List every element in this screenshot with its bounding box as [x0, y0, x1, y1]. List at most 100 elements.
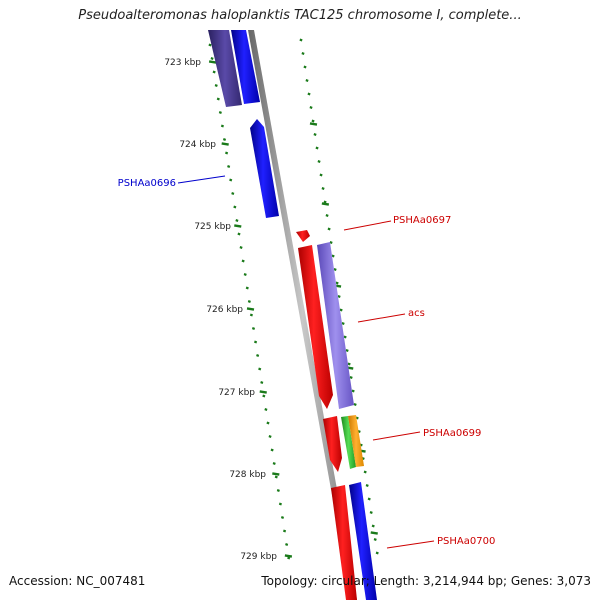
tick-dot	[239, 246, 243, 249]
tick-dot	[274, 475, 278, 479]
gene-red-large[interactable]	[298, 245, 333, 409]
tick-dot	[210, 57, 214, 60]
leader-acs	[357, 313, 406, 323]
tick-dot	[272, 462, 276, 465]
tick-dot	[331, 254, 335, 258]
gene-psha0697-fragment[interactable]	[296, 230, 310, 242]
tick-dot	[313, 133, 317, 136]
gene-label-psha0696[interactable]: PSHAa0696	[118, 178, 176, 189]
tick-dot	[367, 497, 371, 501]
tick-dot	[371, 524, 375, 528]
gene-label-acs[interactable]: acs	[408, 308, 425, 319]
leader-psha0696	[177, 175, 226, 184]
tick-dot	[337, 295, 341, 298]
gene-acs[interactable]	[317, 242, 354, 409]
tick-dot	[319, 173, 323, 177]
tick-dot	[237, 232, 241, 236]
tick-dot	[218, 111, 222, 114]
tick-dot	[349, 376, 353, 379]
tick-dot	[301, 52, 305, 55]
tick-major	[309, 122, 318, 126]
tick-dot	[351, 389, 355, 393]
tick-major	[272, 472, 280, 476]
tick-dot	[229, 178, 233, 182]
tick-dot	[260, 381, 264, 384]
tick-dot	[321, 187, 325, 190]
tick-dot	[212, 70, 216, 74]
tick-label: 728 kbp	[229, 470, 266, 480]
tick-dot	[225, 151, 229, 155]
leader-psha0700	[386, 540, 435, 549]
tick-dot	[287, 556, 291, 560]
tick-dot	[345, 349, 349, 352]
tick-major	[234, 224, 242, 228]
tick-dot	[375, 551, 379, 555]
gene-green[interactable]	[341, 416, 356, 469]
tick-major	[246, 307, 255, 311]
gene-orange[interactable]	[348, 415, 364, 467]
gene-red-bottom[interactable]	[331, 485, 357, 600]
gene-psha0696[interactable]	[250, 119, 279, 218]
tick-label: 726 kbp	[206, 305, 243, 315]
tick-dot	[251, 327, 256, 330]
tick-dot	[373, 538, 377, 541]
tick-major	[370, 531, 378, 535]
gene-label-psha0697[interactable]: PSHAa0697	[393, 215, 451, 226]
gene-red-small[interactable]	[323, 416, 342, 472]
tick-dot	[235, 219, 239, 222]
tick-label: 724 kbp	[179, 140, 216, 150]
tick-dot	[208, 43, 212, 47]
tick-dot	[216, 97, 220, 101]
tick-dot	[323, 200, 327, 204]
gene-label-psha0699[interactable]: PSHAa0699	[423, 428, 481, 439]
tick-dot	[339, 308, 343, 312]
tick-major	[284, 554, 293, 558]
tick-dot	[305, 79, 309, 82]
tick-dot	[329, 241, 333, 244]
tick-dot	[315, 146, 319, 150]
tick-dot	[341, 322, 345, 325]
tick-dot	[249, 313, 253, 317]
leader-psha0697	[343, 220, 392, 231]
tick-dot	[241, 259, 245, 263]
tick-dot	[299, 38, 303, 42]
tick-label: 723 kbp	[164, 58, 201, 68]
tick-dot	[280, 516, 285, 519]
tick-dot	[369, 511, 373, 514]
tick-dot	[278, 502, 282, 506]
map-title: Pseudoalteromonas haloplanktis TAC125 ch…	[78, 8, 522, 23]
tick-dot	[247, 300, 251, 303]
tick-dot	[262, 394, 266, 398]
tick-dot	[233, 205, 237, 209]
tick-dot	[266, 421, 270, 425]
tick-dot	[335, 281, 339, 285]
tick-label: 727 kbp	[218, 388, 255, 398]
tick-dot	[353, 403, 357, 406]
tick-dot	[268, 435, 272, 438]
tick-label: 729 kbp	[240, 552, 277, 562]
tick-dot	[311, 119, 315, 123]
tick-dot	[270, 448, 274, 452]
tick-dot	[303, 65, 307, 69]
tick-dot	[327, 227, 331, 231]
tick-dot	[214, 84, 218, 87]
accession-label: Accession: NC_007481	[9, 574, 146, 588]
tick-dot	[283, 529, 287, 533]
genome-summary: Topology: circular; Length: 3,214,944 bp…	[261, 574, 591, 588]
tick-dot	[325, 214, 329, 217]
tick-dot	[254, 340, 258, 344]
tick-dot	[307, 92, 311, 96]
gene-blue-top[interactable]	[231, 30, 260, 104]
leader-psha0699	[372, 431, 421, 441]
tick-dot	[347, 362, 351, 366]
tick-dots	[208, 38, 379, 560]
tick-dot	[220, 124, 224, 128]
gene-dark-blue[interactable]	[208, 30, 242, 107]
tick-dot	[222, 138, 227, 141]
tick-dot	[285, 543, 289, 546]
gene-blue-bottom[interactable]	[349, 482, 377, 600]
gene-label-psha0700[interactable]: PSHAa0700	[437, 536, 495, 547]
tick-dot	[231, 192, 235, 195]
